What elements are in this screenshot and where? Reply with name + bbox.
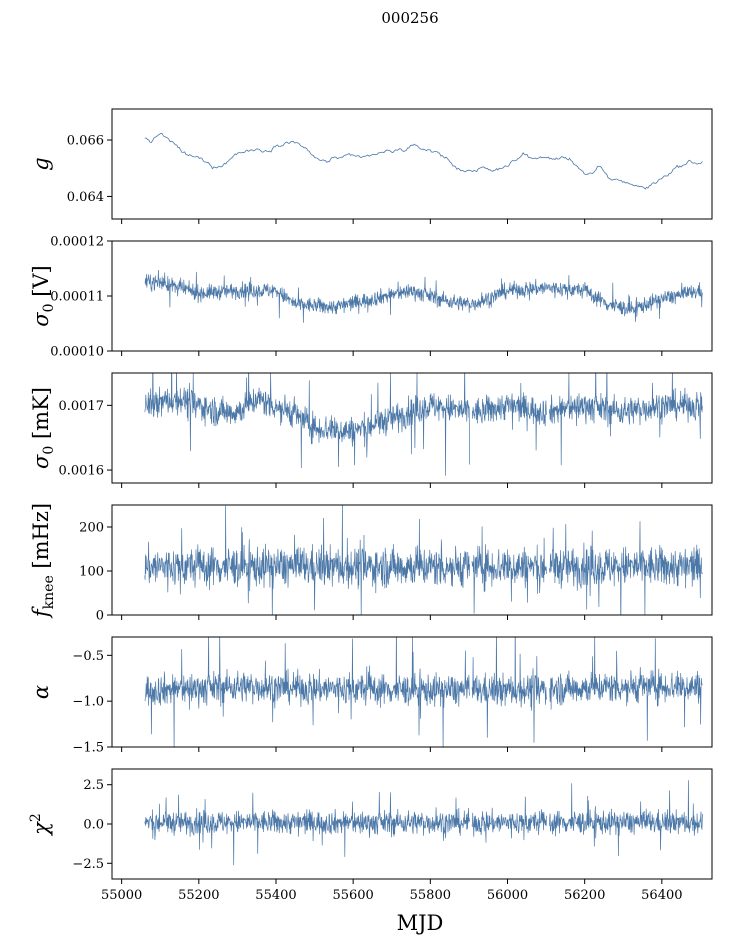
y-tick-label: −2.5 (72, 857, 104, 872)
axes-frame (111, 372, 713, 484)
series-sigma0-volts (144, 269, 703, 323)
y-tick-label: 0.066 (67, 134, 104, 149)
x-tick-label: 55200 (178, 888, 219, 903)
panel-fknee: 0 100 200 fknee [mHz] (29, 503, 713, 624)
y-tick-label: 0.064 (67, 190, 104, 205)
x-tick-label: 55400 (255, 888, 296, 903)
y-tick-label: −0.5 (72, 649, 104, 664)
figure-title: 000256 (381, 9, 438, 27)
y-tick-label: 0.0016 (59, 464, 105, 479)
y-axis-label: σ0 [mK] (29, 387, 57, 469)
panel-gain: 0.064 0.066 g (29, 108, 713, 224)
x-axis-label: MJD (397, 911, 444, 935)
y-tick-label: 0.0 (83, 818, 104, 833)
y-tick-label: 0.00010 (50, 345, 104, 360)
x-tick-label: 55800 (410, 888, 451, 903)
y-axis-label: g (29, 157, 53, 170)
series-gain (144, 132, 703, 190)
y-axis-label: χ2 (28, 813, 53, 837)
axes-frame (111, 240, 713, 352)
y-tick-label: 0.00012 (50, 235, 104, 250)
y-tick-label: 200 (79, 521, 104, 536)
axes-frame (111, 636, 713, 748)
axes-frame (111, 108, 713, 220)
axes-frame (111, 504, 713, 616)
series-alpha (144, 637, 703, 747)
panel-alpha: −1.5 −1.0 −0.5 α (29, 636, 713, 756)
x-tick-label: 56200 (564, 888, 605, 903)
y-axis-label: fknee [mHz] (29, 503, 57, 619)
y-tick-label: 0 (96, 609, 104, 624)
x-tick-label: 55600 (332, 888, 373, 903)
y-tick-label: 0.0017 (59, 399, 105, 414)
x-tick-label: 56000 (487, 888, 528, 903)
y-tick-label: −1.5 (72, 741, 104, 756)
y-tick-label: −1.0 (72, 695, 104, 710)
x-tick-label: 55000 (101, 888, 142, 903)
x-tick-label: 56400 (641, 888, 682, 903)
panel-chi-squared: −2.5 0.0 2.5 55000 55200 55400 55600 55800 56000… (28, 768, 713, 903)
series-sigma0-millikelvin (144, 373, 703, 476)
series-chi-squared (144, 780, 703, 866)
y-axis-label: α (29, 685, 53, 699)
series-fknee (144, 505, 703, 615)
y-tick-label: 100 (79, 565, 104, 580)
panel-sigma0-volts: 0.00010 0.00011 0.00012 σ0 [V] (29, 235, 713, 360)
y-axis-label: σ0 [V] (29, 265, 57, 327)
y-tick-label: 2.5 (83, 778, 104, 793)
y-tick-label: 0.00011 (50, 290, 104, 305)
